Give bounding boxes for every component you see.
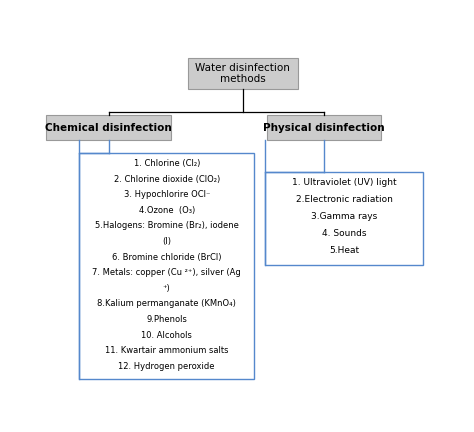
Bar — [265, 172, 423, 265]
Bar — [80, 153, 254, 379]
Text: 3. Hypochlorire OCl⁻: 3. Hypochlorire OCl⁻ — [124, 190, 210, 199]
Text: Physical disinfection: Physical disinfection — [263, 123, 384, 133]
FancyBboxPatch shape — [188, 57, 298, 89]
Text: 2. Chlorine dioxide (ClO₂): 2. Chlorine dioxide (ClO₂) — [114, 175, 220, 184]
Text: 9.Phenols: 9.Phenols — [146, 315, 187, 324]
Text: 7. Metals: copper (Cu ²⁺), silver (Ag: 7. Metals: copper (Cu ²⁺), silver (Ag — [92, 268, 241, 277]
Text: Chemical disinfection: Chemical disinfection — [46, 123, 172, 133]
Text: 5.Heat: 5.Heat — [329, 246, 359, 255]
FancyBboxPatch shape — [46, 115, 171, 140]
Text: Water disinfection
methods: Water disinfection methods — [195, 63, 291, 84]
Text: 10. Alcohols: 10. Alcohols — [141, 330, 192, 340]
Text: 11. Kwartair ammonium salts: 11. Kwartair ammonium salts — [105, 346, 228, 355]
Text: 8.Kalium permanganate (KMnO₄): 8.Kalium permanganate (KMnO₄) — [97, 299, 236, 308]
Text: 5.Halogens: Bromine (Br₂), iodene: 5.Halogens: Bromine (Br₂), iodene — [95, 221, 238, 230]
Text: (I): (I) — [162, 237, 171, 246]
Text: 6. Bromine chloride (BrCl): 6. Bromine chloride (BrCl) — [112, 253, 221, 261]
Text: 3.Gamma rays: 3.Gamma rays — [311, 212, 377, 221]
Text: 1. Chlorine (Cl₂): 1. Chlorine (Cl₂) — [134, 159, 200, 168]
Text: 2.Electronic radiation: 2.Electronic radiation — [295, 195, 392, 204]
FancyBboxPatch shape — [267, 115, 381, 140]
Text: 12. Hydrogen peroxide: 12. Hydrogen peroxide — [118, 362, 215, 371]
Text: ⁺): ⁺) — [163, 284, 171, 293]
Text: 1. Ultraviolet (UV) light: 1. Ultraviolet (UV) light — [292, 178, 396, 187]
Text: 4.Ozone  (O₃): 4.Ozone (O₃) — [138, 206, 195, 215]
Text: 4. Sounds: 4. Sounds — [322, 229, 366, 238]
